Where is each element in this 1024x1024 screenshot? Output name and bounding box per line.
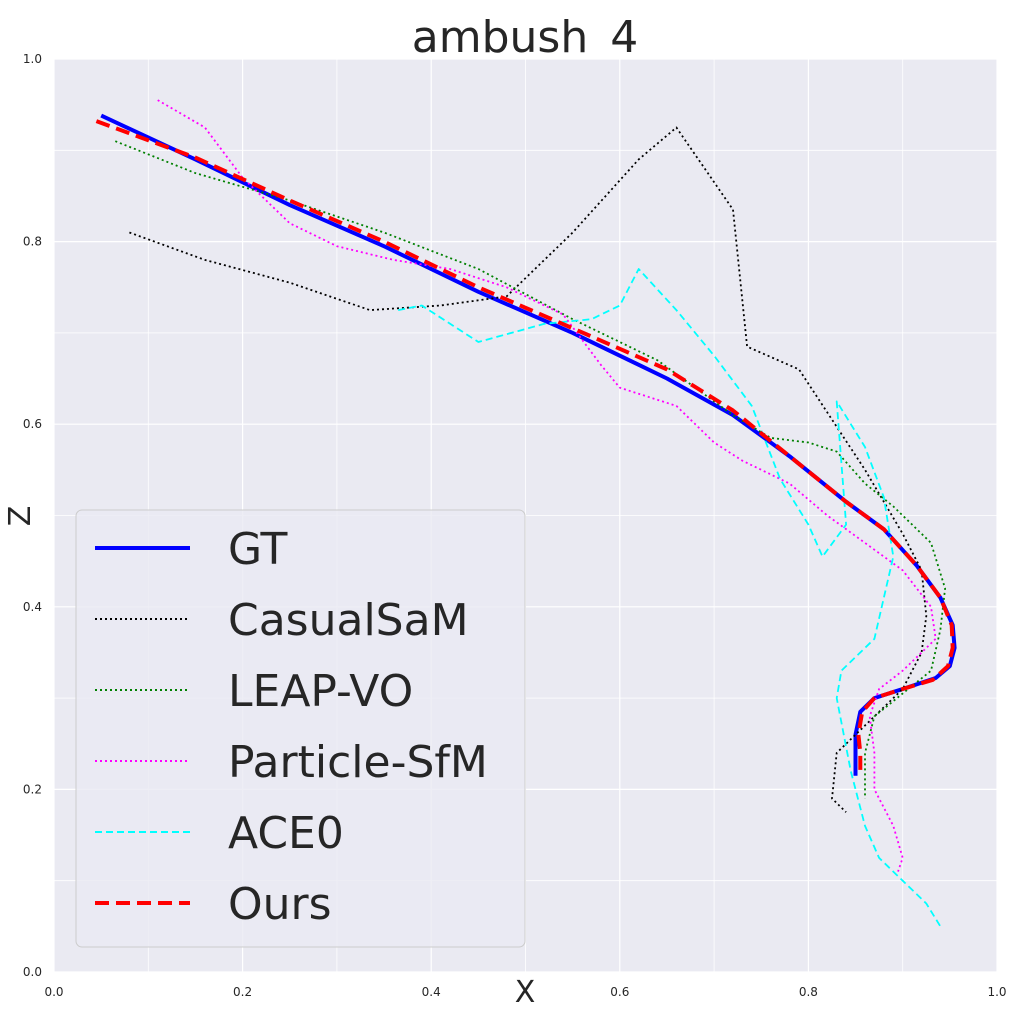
y-tick-labels: 0.0 0.2 0.4 0.6 0.8 1.0 [23, 52, 42, 979]
y-tick-label: 0.8 [23, 235, 42, 249]
y-tick-label: 0.4 [23, 600, 42, 614]
chart-title: ambush_4 [412, 12, 638, 63]
y-tick-label: 0.0 [23, 965, 42, 979]
series-line-ace0 [398, 268, 942, 927]
x-tick-label: 0.4 [422, 985, 441, 999]
legend-label: Ours [228, 879, 332, 930]
legend-box [75, 509, 526, 948]
series-lines [95, 99, 957, 927]
series-line-particle-sfm [157, 99, 937, 872]
y-axis-label: Z [3, 506, 38, 527]
x-tick-label: 0.2 [233, 985, 252, 999]
x-tick-label: 0.6 [610, 985, 629, 999]
legend-label: Particle-SfM [228, 737, 488, 788]
x-tick-labels: 0.0 0.2 0.4 0.6 0.8 1.0 [44, 985, 1006, 999]
legend: GT CasualSaM LEAP-VO Particle-SfM ACE0 Ours [75, 509, 526, 948]
y-tick-label: 0.2 [23, 782, 42, 796]
legend-label: CasualSaM [228, 595, 469, 646]
legend-label: ACE0 [228, 808, 344, 859]
legend-label: LEAP-VO [228, 666, 413, 717]
x-axis-label: X [515, 975, 536, 1010]
y-tick-label: 1.0 [23, 52, 42, 66]
series-line-ours [95, 119, 955, 772]
x-tick-label: 1.0 [987, 985, 1006, 999]
x-tick-label: 0.0 [44, 985, 63, 999]
legend-label: GT [228, 524, 288, 575]
x-tick-label: 0.8 [799, 985, 818, 999]
series-line-casualsam [129, 126, 928, 813]
y-tick-label: 0.6 [23, 417, 42, 431]
series-line-leap-vo [114, 140, 946, 799]
